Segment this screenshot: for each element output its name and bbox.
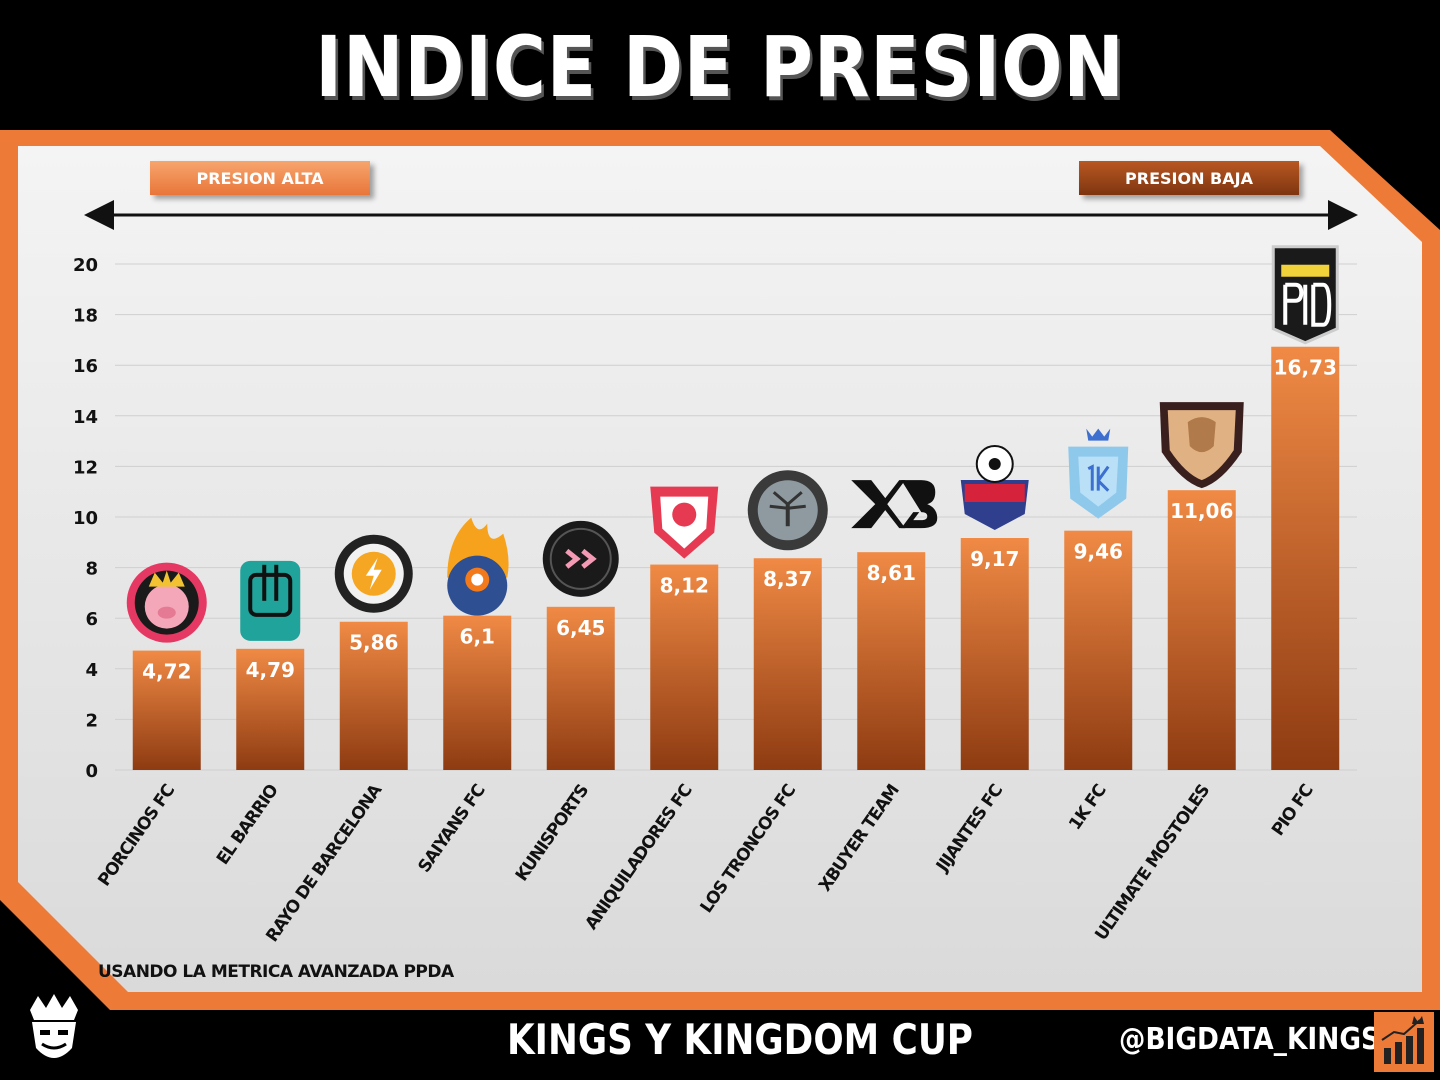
y-tick-label: 0 xyxy=(85,761,98,782)
bar xyxy=(546,606,615,770)
presion-baja-label: PRESION BAJA xyxy=(1079,161,1299,195)
bar xyxy=(1064,530,1133,770)
page-title: INDICE DE PRESION xyxy=(315,18,1125,116)
x-tick-label: ANIQUILADORES FC xyxy=(581,781,696,934)
data-label: 9,17 xyxy=(970,547,1019,571)
x-tick-label: 1K FC xyxy=(1065,781,1110,834)
crown-1k-icon xyxy=(1068,428,1129,519)
bar-chart-crown-icon xyxy=(1374,1012,1434,1072)
y-tick-label: 6 xyxy=(85,609,98,630)
x-tick-label: SAIYANS FC xyxy=(414,781,489,876)
y-tick-label: 14 xyxy=(73,407,98,428)
bar xyxy=(132,650,201,770)
lion-shield-icon xyxy=(1159,402,1244,489)
y-tick-label: 12 xyxy=(73,457,98,478)
data-label: 16,73 xyxy=(1274,356,1337,380)
footer-handle: @BIGDATA_KINGS xyxy=(1119,1022,1380,1057)
data-label: 8,12 xyxy=(660,574,709,598)
soccer-ball-crest-icon xyxy=(960,444,1029,530)
data-label: 4,72 xyxy=(142,660,191,684)
tree-badge-icon xyxy=(747,470,828,551)
xb-monogram-icon xyxy=(851,480,938,529)
footnote: USANDO LA METRICA AVANZADA PPDA xyxy=(98,962,454,982)
data-label: 8,37 xyxy=(763,567,812,591)
y-tick-label: 10 xyxy=(73,508,98,529)
data-label: 5,86 xyxy=(349,631,398,655)
data-label: 6,45 xyxy=(556,616,605,640)
bar xyxy=(650,564,719,770)
y-tick-label: 2 xyxy=(85,710,98,731)
bar xyxy=(753,558,822,770)
bar xyxy=(443,615,512,770)
bar xyxy=(960,537,1029,770)
data-label: 9,46 xyxy=(1074,540,1123,564)
x-tick-label: KUNISPORTS xyxy=(512,781,593,885)
x-tick-label: RAYO DE BARCELONA xyxy=(262,780,387,946)
x-tick-label: PIO FC xyxy=(1268,781,1318,840)
data-label: 8,61 xyxy=(867,561,916,585)
lightning-badge-icon xyxy=(334,534,413,613)
pio-shield-icon xyxy=(1271,245,1339,345)
data-label: 11,06 xyxy=(1170,499,1233,523)
k-monogram-icon xyxy=(542,520,619,597)
chart-panel xyxy=(18,146,1422,992)
y-tick-label: 4 xyxy=(85,660,98,681)
y-tick-label: 16 xyxy=(73,356,98,377)
red-crest-icon xyxy=(650,486,719,559)
x-tick-label: PORCINOS FC xyxy=(94,781,179,890)
data-label: 4,79 xyxy=(246,658,295,682)
y-tick-label: 20 xyxy=(73,255,98,276)
data-label: 6,1 xyxy=(460,625,495,649)
x-tick-label: ULTIMATE MOSTOLES xyxy=(1091,781,1213,944)
bar xyxy=(1271,346,1340,770)
bar xyxy=(339,621,408,770)
bar xyxy=(857,552,926,770)
x-tick-label: EL BARRIO xyxy=(213,781,283,869)
x-tick-label: XBUYER TEAM xyxy=(815,781,903,895)
x-tick-label: LOS TRONCOS FC xyxy=(697,781,801,917)
presion-alta-label: PRESION ALTA xyxy=(150,161,370,195)
kings-logo-icon xyxy=(30,994,78,1058)
hand-fingers-icon xyxy=(240,560,301,641)
x-tick-label: JIJANTES FC xyxy=(932,781,1007,876)
y-tick-label: 18 xyxy=(73,306,98,327)
footer-title: KINGS Y KINGDOM CUP xyxy=(507,1015,973,1064)
y-tick-label: 8 xyxy=(85,559,98,580)
bar xyxy=(236,648,305,770)
flame-ball-icon xyxy=(447,517,509,616)
bar xyxy=(1167,490,1236,770)
bar-chart: 0 2 4 6 8 10 12 14 16 18 20 4,72 PORCINOS FC 4,79 EL … xyxy=(73,200,1358,946)
pig-crown-icon xyxy=(126,562,207,643)
